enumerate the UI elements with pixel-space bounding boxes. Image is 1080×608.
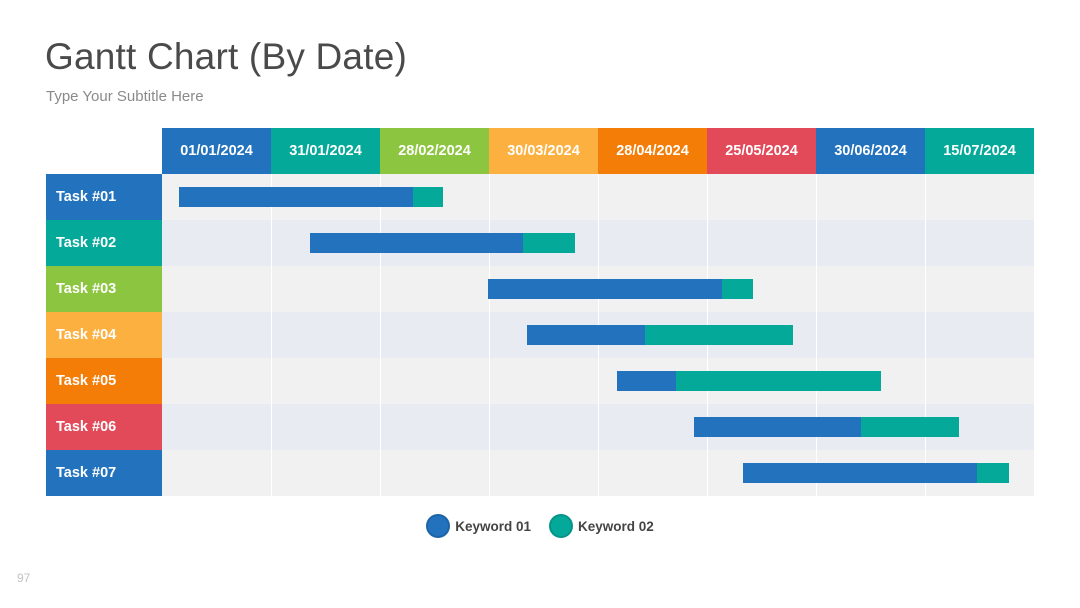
bar-keyword-02 xyxy=(644,325,794,345)
bar-keyword-01 xyxy=(487,279,723,299)
legend-label: Keyword 02 xyxy=(578,518,654,534)
date-header-4: 30/03/2024 xyxy=(489,128,598,174)
bar-keyword-01 xyxy=(527,325,645,345)
date-header-2: 31/01/2024 xyxy=(271,128,380,174)
bar-keyword-01 xyxy=(179,187,413,207)
task-label: Task #07 xyxy=(46,450,162,496)
grid-line xyxy=(271,174,272,500)
date-header-3: 28/02/2024 xyxy=(380,128,489,174)
bar-keyword-01 xyxy=(310,233,523,253)
task-label: Task #01 xyxy=(46,174,162,220)
date-header-1: 01/01/2024 xyxy=(162,128,271,174)
grid-line xyxy=(489,174,490,500)
date-header-6: 25/05/2024 xyxy=(707,128,816,174)
task-label: Task #05 xyxy=(46,358,162,404)
task-label: Task #03 xyxy=(46,266,162,312)
bar-keyword-01 xyxy=(693,417,861,437)
date-header-7: 30/06/2024 xyxy=(816,128,925,174)
bar-keyword-02 xyxy=(522,233,576,253)
date-header-5: 28/04/2024 xyxy=(598,128,707,174)
task-label: Task #06 xyxy=(46,404,162,450)
page-number: 97 xyxy=(17,571,31,585)
bar-keyword-02 xyxy=(412,187,444,207)
grid-line xyxy=(925,174,926,500)
bar-keyword-02 xyxy=(977,463,1009,483)
date-header-8: 15/07/2024 xyxy=(925,128,1034,174)
bar-keyword-01 xyxy=(616,371,677,391)
task-label: Task #02 xyxy=(46,220,162,266)
legend-dot-icon xyxy=(549,514,573,538)
slide-title: Gantt Chart (By Date) xyxy=(45,36,407,77)
legend-label: Keyword 01 xyxy=(455,518,531,534)
grid-line xyxy=(380,174,381,500)
bar-keyword-02 xyxy=(860,417,959,437)
bar-keyword-02 xyxy=(722,279,753,299)
bar-keyword-01 xyxy=(742,463,978,483)
grid-line xyxy=(816,174,817,500)
bar-keyword-02 xyxy=(676,371,882,391)
legend-item: Keyword 01 xyxy=(426,514,531,538)
chart-legend: Keyword 01 Keyword 02 xyxy=(0,514,1080,538)
task-label: Task #04 xyxy=(46,312,162,358)
legend-item: Keyword 02 xyxy=(549,514,654,538)
slide-subtitle: Type Your Subtitle Here xyxy=(46,88,204,105)
gantt-chart: 01/01/2024 31/01/2024 28/02/2024 30/03/2024… xyxy=(46,128,1034,500)
legend-dot-icon xyxy=(426,514,451,538)
